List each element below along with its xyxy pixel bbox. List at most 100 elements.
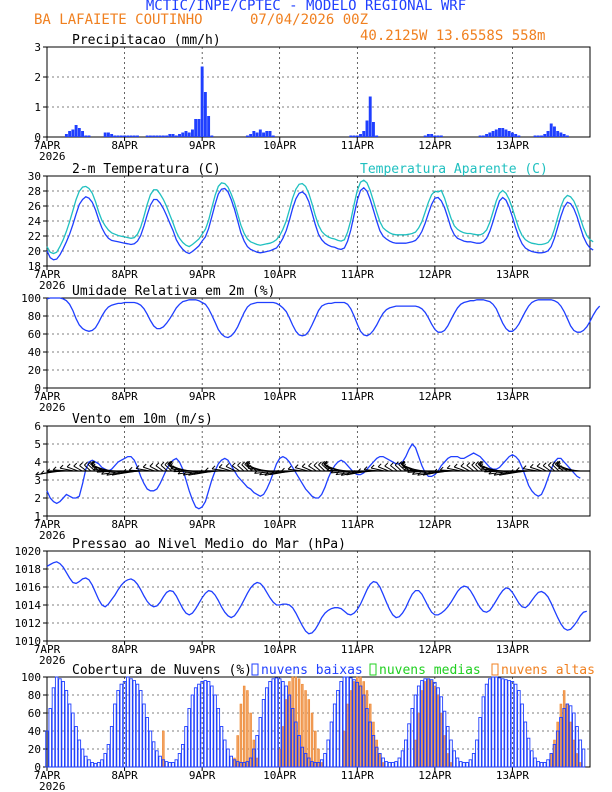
wind-barb-head bbox=[294, 464, 299, 469]
wind-barb bbox=[225, 465, 236, 472]
cloud-bar-low bbox=[420, 680, 424, 768]
wind-barb bbox=[84, 464, 92, 472]
cloud-bar-low bbox=[358, 685, 363, 768]
precip-bar bbox=[168, 134, 172, 137]
cloud-bar-low bbox=[155, 750, 159, 768]
precip-bar bbox=[110, 134, 114, 137]
precip-bar bbox=[559, 132, 563, 137]
cloud-bar-high bbox=[417, 712, 420, 768]
precip-bar bbox=[371, 122, 375, 137]
temp-xtick-label: 13APR bbox=[496, 268, 529, 281]
temp-xtick-label: 7APR bbox=[34, 268, 61, 281]
wind-barb bbox=[390, 465, 398, 472]
temp-panel: 18 20 22 24 26 28 30 7APR 8APR 9APR 10APR 11APR 12AP… bbox=[28, 162, 594, 292]
precip-bar bbox=[194, 119, 198, 137]
wind-barb-head bbox=[529, 463, 534, 468]
clouds-year-label: 2026 bbox=[39, 780, 66, 792]
wind-barb-head bbox=[351, 470, 356, 474]
header-location: BA LAFAIETE COUTINHO bbox=[34, 12, 203, 28]
cloud-bar-low bbox=[387, 762, 392, 768]
precip-bar bbox=[84, 135, 88, 137]
precip-bar bbox=[362, 131, 366, 137]
cloud-bar-low bbox=[258, 717, 263, 768]
wind-barb bbox=[211, 468, 228, 472]
wind-barb bbox=[231, 465, 241, 472]
precip-bar bbox=[556, 131, 560, 137]
wind-barb-head bbox=[433, 468, 438, 473]
pressure-xtick-label: 10APR bbox=[263, 643, 296, 656]
cloud-bar-low bbox=[297, 735, 301, 768]
cloud-bar-high bbox=[239, 703, 243, 768]
wind-barb-head bbox=[177, 470, 182, 475]
clouds-ytick-label: 0 bbox=[34, 761, 41, 774]
cloud-bar-low bbox=[307, 757, 311, 768]
wind-barb bbox=[335, 470, 360, 476]
wind-barb bbox=[471, 464, 479, 472]
cloud-bar-low bbox=[181, 744, 185, 768]
clouds-xtick-label: 9APR bbox=[189, 769, 216, 782]
cloud-bar-low bbox=[562, 708, 566, 768]
header-coords: 40.2125W 13.6558S 558m bbox=[360, 28, 545, 44]
wind-barb-head bbox=[225, 463, 230, 467]
wind-barb-head bbox=[244, 460, 249, 465]
wind-barb-head bbox=[188, 471, 192, 476]
cloud-bar-high bbox=[307, 699, 311, 768]
wind-barb-head bbox=[170, 465, 175, 470]
temp-xtick-label: 12APR bbox=[418, 268, 451, 281]
pressure-ytick-label: 1018 bbox=[15, 563, 42, 576]
cloud-bar-low bbox=[394, 761, 398, 768]
cloud-bar-low bbox=[581, 748, 586, 768]
cloud-bar-low bbox=[245, 761, 250, 768]
wind-barb bbox=[475, 464, 483, 472]
precip-bar bbox=[543, 134, 547, 137]
precip-bar bbox=[210, 135, 214, 137]
cloud-bar-low bbox=[187, 708, 191, 768]
pressure-ytick-label: 1010 bbox=[15, 635, 42, 648]
clouds-ytick-label: 20 bbox=[28, 743, 41, 756]
cloud-bar-low bbox=[371, 735, 376, 768]
cloud-bar-low bbox=[84, 755, 88, 768]
cloud-bar-high bbox=[362, 681, 365, 768]
header-run: 07/04/2026 00Z bbox=[250, 12, 368, 28]
cloud-bar-low bbox=[332, 703, 337, 768]
temp-ytick-label: 20 bbox=[28, 245, 41, 258]
pressure-xtick-label: 13APR bbox=[496, 643, 529, 656]
wind-barb-head bbox=[403, 466, 408, 471]
rh-title: Umidade Relativa em 2m (%) bbox=[72, 284, 276, 299]
cloud-bar-high bbox=[562, 690, 566, 768]
pressure-xtick-label: 7APR bbox=[34, 643, 61, 656]
wind-barb-head bbox=[281, 467, 285, 472]
wind-barb-head bbox=[370, 464, 375, 469]
precip-xtick-label: 12APR bbox=[418, 139, 451, 152]
cloud-bar-low bbox=[148, 730, 153, 768]
wind-barb-head bbox=[466, 462, 471, 467]
precip-bar bbox=[494, 129, 498, 137]
cloud-bar-low bbox=[200, 681, 204, 768]
wind-barb bbox=[552, 464, 560, 472]
cloud-bar-low bbox=[122, 681, 127, 768]
wind-ytick-label: 2 bbox=[34, 492, 41, 505]
clouds-panel: 0 20 40 60 80 100 7APR 8APR 9APR 10APR 11APR 12APR 1… bbox=[21, 663, 595, 792]
cloud-bar-high bbox=[556, 721, 559, 768]
wind-barb-head bbox=[400, 460, 405, 465]
wind-barb-head bbox=[522, 465, 527, 469]
wind-barb bbox=[542, 465, 551, 472]
precip-bar bbox=[262, 132, 266, 137]
cloud-bar-low bbox=[410, 708, 414, 768]
wind-barb-head bbox=[101, 470, 105, 475]
wind-barb-head bbox=[498, 471, 503, 476]
wind-barb bbox=[93, 468, 117, 472]
precip-bar bbox=[478, 135, 482, 137]
precip-xtick-label: 7APR bbox=[34, 139, 61, 152]
pressure-ytick-label: 1014 bbox=[15, 599, 42, 612]
wind-barb bbox=[318, 464, 326, 472]
wind-barb-head bbox=[509, 469, 514, 473]
cloud-bar-high bbox=[559, 703, 563, 768]
cloud-bar-low bbox=[507, 680, 511, 768]
wind-barb-head bbox=[412, 471, 416, 475]
wind-barb-head bbox=[558, 465, 562, 469]
cloud-bar-low bbox=[578, 739, 583, 768]
wind-barb-head bbox=[269, 471, 274, 476]
wind-series-wind_speed bbox=[46, 442, 581, 510]
cloud-bar-high bbox=[246, 690, 249, 768]
